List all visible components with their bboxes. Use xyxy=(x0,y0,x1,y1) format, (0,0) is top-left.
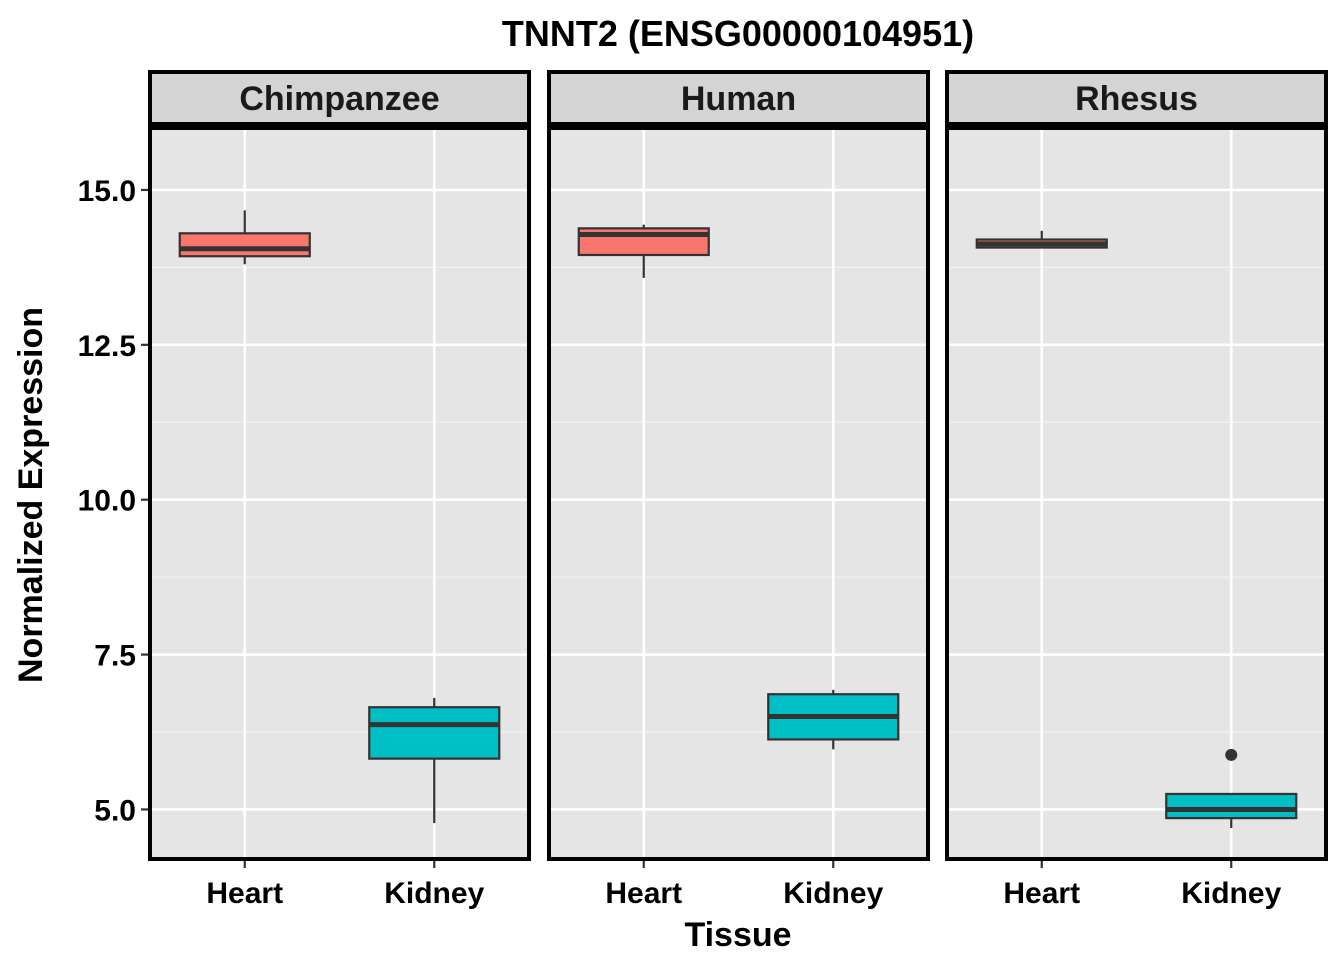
facet-strip-label: Rhesus xyxy=(1075,80,1198,118)
panel-border xyxy=(547,126,930,861)
panel-border xyxy=(945,126,1328,861)
y-tick-label: 15.0 xyxy=(78,175,136,208)
facet-strip xyxy=(148,70,531,126)
x-tick-label: Heart xyxy=(206,877,283,910)
facet-strip-label: Human xyxy=(681,80,796,118)
box-iqr xyxy=(1165,792,1298,820)
y-axis-title: Normalized Expression xyxy=(12,307,50,683)
box-heart xyxy=(577,224,710,278)
x-tick-label: Heart xyxy=(605,877,682,910)
box-kidney xyxy=(368,697,501,824)
facet-strip xyxy=(945,70,1328,126)
x-axis-title: Tissue xyxy=(684,916,791,954)
x-tick-label: Kidney xyxy=(384,877,484,910)
facet-strip xyxy=(547,70,930,126)
chart-title: TNNT2 (ENSG00000104951) xyxy=(502,13,974,54)
y-tick-label: 10.0 xyxy=(78,485,136,518)
outlier-point xyxy=(1225,748,1238,761)
y-tick-label: 7.5 xyxy=(94,640,136,673)
box-kidney xyxy=(767,689,900,750)
facet-panel-human: Human Heart Kidney xyxy=(547,70,930,910)
y-axis: 5.0 7.5 10.0 12.5 15.0 xyxy=(78,175,148,827)
box-kidney xyxy=(1165,748,1298,829)
x-tick-label: Kidney xyxy=(783,877,883,910)
y-tick-label: 5.0 xyxy=(94,794,136,827)
facet-panel-chimpanzee: Chimpanzee Heart Kidney xyxy=(148,70,531,910)
y-tick-label: 12.5 xyxy=(78,330,136,363)
box-iqr xyxy=(368,706,501,760)
facet-strip-label: Chimpanzee xyxy=(239,80,439,118)
x-tick-label: Heart xyxy=(1003,877,1080,910)
x-tick-label: Kidney xyxy=(1181,877,1281,910)
box-iqr xyxy=(178,232,311,258)
box-heart xyxy=(178,210,311,265)
facet-panel-rhesus: Rhesus Heart Kidney xyxy=(945,70,1328,910)
box-heart xyxy=(975,230,1108,249)
panel-background xyxy=(947,128,1326,859)
panel-border xyxy=(148,126,531,861)
